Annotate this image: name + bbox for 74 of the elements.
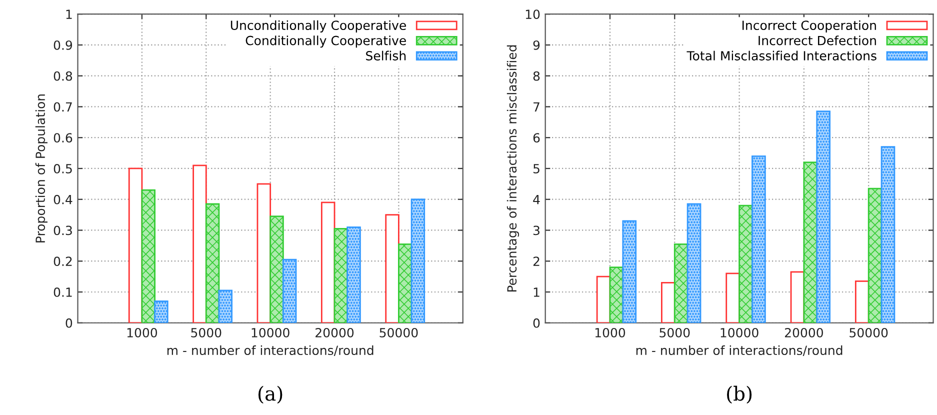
y-tick-label: 0	[66, 318, 72, 328]
y-tick-label: 0.8	[54, 71, 72, 81]
bar	[803, 162, 818, 323]
bar	[192, 164, 207, 323]
bar	[270, 216, 284, 323]
y-tick-label: 9	[533, 40, 540, 50]
x-tick-label: 1000	[127, 328, 158, 338]
bar	[752, 155, 766, 323]
bar	[256, 183, 272, 323]
bar	[334, 228, 348, 323]
bar	[154, 300, 168, 323]
y-tick-label: 8	[533, 71, 540, 81]
bar	[674, 243, 688, 323]
y-tick-label: 0.9	[54, 40, 72, 50]
y-axis-title: Proportion of Population	[35, 94, 48, 242]
x-tick-label: 20000	[784, 328, 823, 338]
y-tick-label: 5	[533, 164, 540, 174]
x-tick-label: 5000	[191, 328, 222, 338]
legend-label: Incorrect Cooperation	[742, 20, 876, 32]
bar	[854, 280, 870, 323]
legend-label: Unconditionally Cooperative	[230, 20, 406, 32]
bar	[410, 198, 426, 323]
y-tick-label: 1	[534, 288, 540, 297]
x-tick-label: 10000	[252, 328, 290, 338]
y-tick-label: 0.5	[54, 164, 72, 174]
bar	[726, 272, 740, 323]
bar	[816, 110, 830, 323]
legend-label: Total Misclassified Interactions	[686, 50, 876, 60]
bar	[128, 168, 143, 323]
y-tick-label: 0.7	[54, 102, 72, 112]
bar	[790, 271, 805, 323]
x-tick-label: 1000	[595, 328, 626, 338]
y-tick-label: 0.3	[54, 226, 72, 236]
bar	[141, 189, 156, 323]
bar	[868, 188, 882, 323]
y-tick-label: 10	[526, 10, 540, 20]
x-tick-label: 10000	[720, 328, 758, 338]
y-axis-title: Percentage of interactions misclassified	[506, 45, 520, 292]
bar	[282, 258, 297, 323]
bar	[205, 203, 220, 323]
bar	[320, 202, 336, 323]
bar	[609, 266, 624, 323]
y-tick-label: 0.4	[54, 194, 72, 204]
bar	[596, 276, 611, 323]
text: (b)	[727, 386, 752, 404]
bar	[346, 226, 361, 323]
y-tick-label: 6	[533, 133, 540, 143]
y-tick-label: 0	[533, 318, 540, 328]
bar	[880, 146, 896, 323]
x-axis-title: m - number of interactions/round	[167, 345, 374, 356]
bar	[738, 204, 753, 323]
bar	[385, 214, 400, 323]
y-tick-label: 4	[533, 195, 540, 204]
bar	[218, 290, 233, 323]
legend-label: Selfish	[366, 50, 406, 60]
x-axis-title: m - number of interactions/round	[636, 345, 842, 356]
x-tick-label: 50000	[380, 328, 418, 338]
legend-label: Incorrect Defection	[758, 36, 876, 46]
y-tick-label: 2	[533, 256, 540, 266]
y-tick-label: 3	[533, 226, 540, 236]
y-tick-label: 1	[66, 10, 72, 19]
y-tick-label: 0.6	[54, 133, 72, 143]
y-tick-label: 0.2	[54, 256, 72, 266]
x-tick-label: 5000	[660, 328, 690, 338]
bar	[661, 282, 676, 323]
text: (a)	[258, 386, 282, 404]
x-tick-label: 50000	[850, 328, 888, 338]
bar	[622, 220, 637, 323]
x-tick-label: 20000	[316, 328, 354, 338]
legend-label: Conditionally Cooperative	[246, 36, 406, 48]
y-tick-label: 0.1	[54, 287, 72, 297]
bar	[686, 203, 702, 323]
bar	[398, 243, 412, 323]
y-tick-label: 7	[534, 102, 540, 112]
